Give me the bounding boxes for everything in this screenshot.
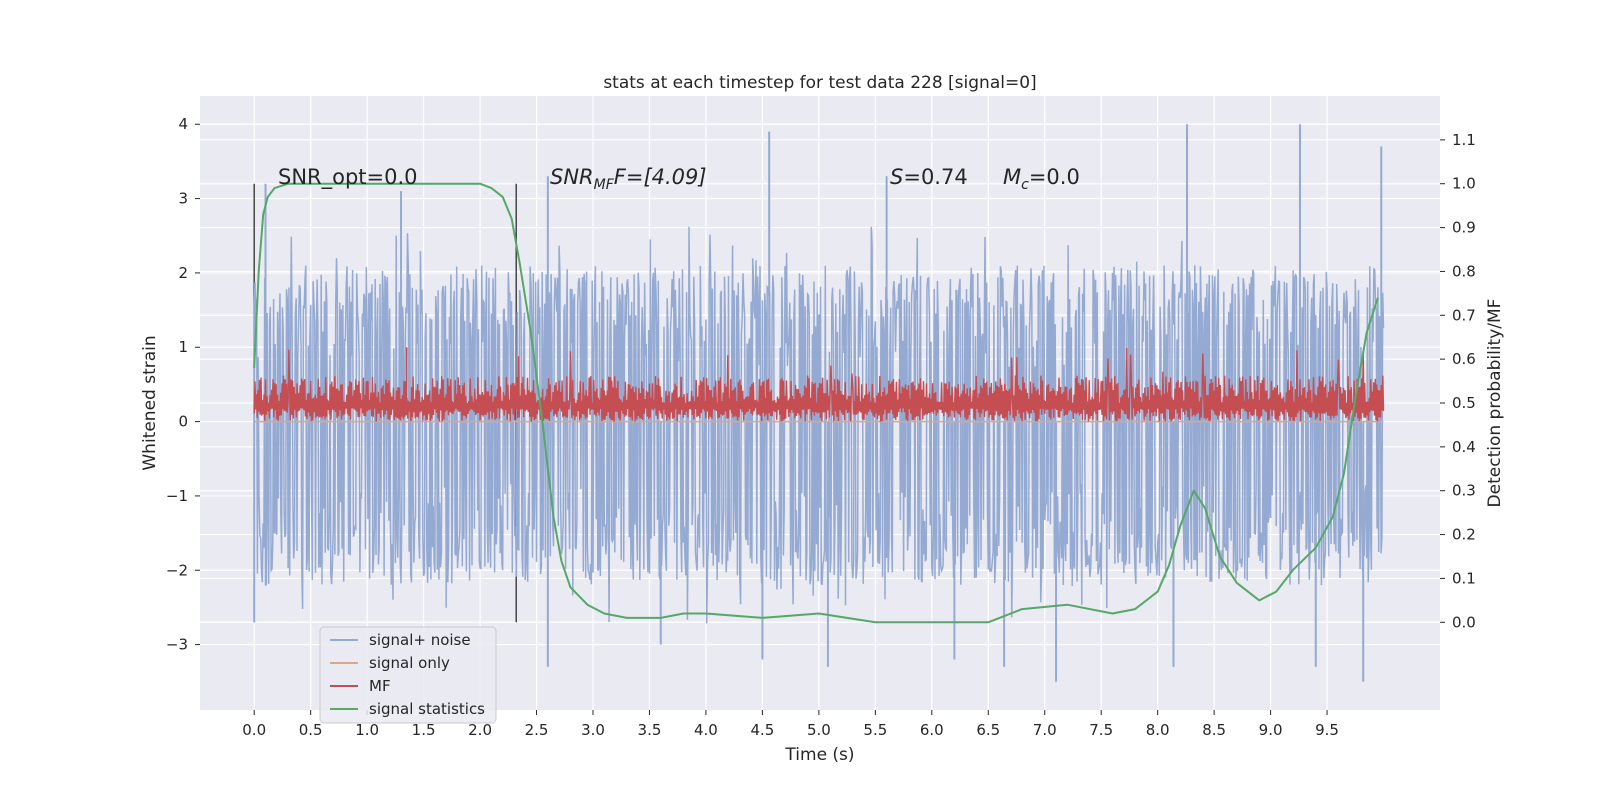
y2-tick-label: 0.7 — [1452, 306, 1476, 324]
x-tick-label: 8.0 — [1146, 721, 1170, 739]
x-tick-label: 2.5 — [525, 721, 549, 739]
y-tick-label: −3 — [166, 636, 188, 654]
x-tick-label: 3.5 — [638, 721, 662, 739]
signal-statistics-line — [253, 182, 1379, 624]
y-axis-label: Whitened strain — [140, 335, 160, 470]
x-axis-label: Time (s) — [784, 745, 854, 765]
x-tick-label: 7.5 — [1089, 721, 1113, 739]
x-tick-label: 4.0 — [694, 721, 718, 739]
annotation-snr-mf-sub: MF — [594, 177, 615, 193]
legend-label-signal-noise: signal+ noise — [369, 631, 471, 649]
annotation-mc-sub: c — [1021, 177, 1029, 193]
annotation-s-symbol: S — [890, 165, 903, 189]
annotation-mc-symbol: M — [1003, 165, 1021, 189]
legend-label-mf: MF — [369, 677, 391, 695]
y2-tick-label: 0.6 — [1452, 350, 1476, 368]
y-tick-label: 2 — [178, 264, 188, 282]
y-tick-label: −2 — [166, 561, 188, 579]
annotation-s-value: =0.74 — [903, 165, 967, 189]
x-tick-label: 5.0 — [807, 721, 831, 739]
x-tick-label: 6.5 — [976, 721, 1000, 739]
x-tick-label: 5.5 — [863, 721, 887, 739]
y-tick-label: −1 — [166, 487, 188, 505]
y2-tick-label: 0.8 — [1452, 262, 1476, 280]
y-tick-label: 0 — [178, 413, 188, 431]
x-tick-label: 3.0 — [581, 721, 605, 739]
y2-axis-label: Detection probability/MF — [1485, 299, 1505, 508]
y-tick-label: 3 — [178, 190, 188, 208]
y2-tick-label: 0.3 — [1452, 482, 1476, 500]
x-tick-label: 2.0 — [468, 721, 492, 739]
x-tick-label: 8.5 — [1202, 721, 1226, 739]
x-tick-label: 9.0 — [1259, 721, 1283, 739]
x-tick-label: 0.0 — [242, 721, 266, 739]
y2-tick-label: 0.2 — [1452, 526, 1476, 544]
y2-tick-label: 1.0 — [1452, 175, 1476, 193]
x-axis-ticks: 0.0 0.5 1.0 1.5 2.0 2.5 3.0 3.5 4.0 4.5 5.0 5.5 6.0 6… — [242, 710, 1339, 739]
annotation-snr-mf-rest: F=[4.09] — [614, 165, 707, 189]
y2-tick-label: 1.1 — [1452, 131, 1476, 149]
y2-axis-ticks: 1.1 1.0 0.9 0.8 0.7 0.6 0.5 0.4 0.3 0.2 0.1 0.0 — [1440, 131, 1476, 631]
y2-tick-label: 0.5 — [1452, 394, 1476, 412]
annotation-snr-mf-base: SNR — [550, 165, 594, 189]
y-tick-label: 4 — [178, 115, 188, 133]
y2-tick-label: 0.0 — [1452, 613, 1476, 631]
annotation-mc: Mc=0.0 — [1003, 165, 1080, 193]
annotation-s: S=0.74 — [890, 165, 968, 189]
series-mf — [253, 347, 1385, 422]
x-tick-label: 4.5 — [750, 721, 774, 739]
x-tick-label: 0.5 — [299, 721, 323, 739]
chart-title: stats at each timestep for test data 228… — [603, 73, 1036, 93]
legend-label-signal-only: signal only — [369, 654, 450, 672]
signal-noise-line — [253, 226, 1385, 624]
mf-line — [253, 347, 1385, 422]
y-tick-label: 1 — [178, 338, 188, 356]
x-tick-label: 7.0 — [1033, 721, 1057, 739]
y2-tick-label: 0.9 — [1452, 219, 1476, 237]
legend-box — [319, 626, 497, 724]
legend-label-signal-statistics: signal statistics — [369, 700, 485, 718]
y-axis-ticks: 4 3 2 1 0 −1 −2 −3 — [166, 115, 200, 654]
y2-tick-label: 0.4 — [1452, 438, 1476, 456]
annotation-snr-mf: SNRMFF=[4.09] — [550, 165, 707, 193]
annotation-mc-value: =0.0 — [1029, 165, 1080, 189]
x-tick-label: 6.0 — [920, 721, 944, 739]
x-tick-label: 1.0 — [355, 721, 379, 739]
x-tick-label: 9.5 — [1315, 721, 1339, 739]
y2-tick-label: 0.1 — [1452, 569, 1476, 587]
legend: signal+ noise signal only MF signal stat… — [319, 626, 497, 724]
series-signal-statistics — [253, 182, 1379, 624]
x-tick-label: 1.5 — [412, 721, 436, 739]
annotation-snr-opt: SNR_opt=0.0 — [278, 165, 418, 190]
